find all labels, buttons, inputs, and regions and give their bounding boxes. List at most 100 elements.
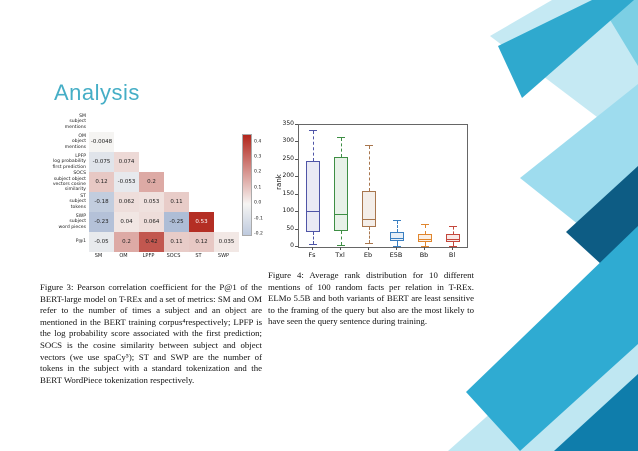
heatmap-cell: -0.05 <box>89 232 114 252</box>
figure4-caption: Figure 4: Average rank distribution for … <box>268 270 474 327</box>
heatmap-cell <box>139 112 164 132</box>
colorbar-tick-label: -0.2 <box>254 231 263 237</box>
boxplot-y-tick-mark <box>295 141 298 143</box>
heatmap-cell <box>164 172 189 192</box>
box-whisker-cap <box>365 242 373 244</box>
boxplot-y-tick-mark <box>295 176 298 178</box>
box-median-line <box>362 219 376 221</box>
box-whisker-cap <box>421 223 429 225</box>
boxplot-y-tick-label: 350 <box>282 120 294 127</box>
boxplot-y-tick-label: 200 <box>282 172 294 180</box>
heatmap-cell: 0.53 <box>189 212 214 232</box>
heatmap-cell <box>139 132 164 152</box>
colorbar-gradient <box>242 134 252 236</box>
box-median-line <box>306 211 320 213</box>
box-rect <box>390 231 404 241</box>
box-whisker-cap <box>393 245 401 247</box>
boxplot-x-tick-label: E5B <box>389 251 403 259</box>
heatmap-row-label: SOCS subject object vectors cosine simil… <box>52 171 86 193</box>
heatmap-cell: 0.2 <box>114 232 139 252</box>
heatmap-cell: 0.11 <box>164 192 189 212</box>
heatmap-row: ST subject tokens -0.18 0.062 0.053 0.11 <box>40 192 264 212</box>
heatmap-cell <box>89 112 114 132</box>
boxplot-x-tick-label: Bb <box>419 251 429 259</box>
heatmap-cell: 0.2 <box>139 172 164 192</box>
heatmap-cell: 0.035 <box>214 232 239 252</box>
heatmap-row-label: OM object mentions <box>64 133 86 150</box>
heatmap-x-tick-label: OM <box>119 253 128 259</box>
box-lower-whisker <box>452 242 454 246</box>
decoration-shape-3 <box>498 0 634 98</box>
heatmap-cell <box>114 132 139 152</box>
boxplot-x-tick-mark <box>452 247 453 250</box>
boxplot-chart: rank 0 50 100 150 200 250 300 350 Fs Txl Eb E5B Bb Bl <box>268 118 474 264</box>
box-median-line <box>446 239 460 241</box>
heatmap-cell: 0.053 <box>139 192 164 212</box>
heatmap-x-tick-label: SOCS <box>166 253 181 259</box>
box-upper-whisker <box>368 145 370 191</box>
decoration-shape-7 <box>466 226 638 451</box>
heatmap-cell <box>214 192 239 212</box>
heatmap-row: LPFP log probability first prediction -0.… <box>40 152 264 172</box>
heatmap-x-tick-label: ST <box>195 253 202 259</box>
box-upper-whisker <box>396 221 398 232</box>
boxplot-y-tick-label: 250 <box>282 154 294 162</box>
boxplot-x-tick-mark <box>312 247 313 250</box>
heatmap-row-label: SWP subject word pieces <box>58 213 86 230</box>
heatmap-cell <box>214 212 239 232</box>
heatmap-cell: 0.12 <box>189 232 214 252</box>
box-whisker-cap <box>393 220 401 222</box>
boxplot-y-tick-mark <box>295 124 298 125</box>
colorbar-tick-label: 0.2 <box>254 169 262 175</box>
heatmap-colorbar: 0.4 0.3 0.2 0.1 0.0 -0.1 -0.2 <box>242 134 263 237</box>
boxplot-y-tick-mark <box>295 246 298 247</box>
colorbar-tick-label: 0.1 <box>254 185 262 191</box>
heatmap-cell: 0.04 <box>114 212 139 232</box>
figure3: SM subject mentions OM object mentions -0.… <box>40 112 264 386</box>
heatmap-cell <box>164 152 189 172</box>
colorbar-tick-label: -0.1 <box>254 216 263 222</box>
heatmap-row: OM object mentions -0.0048 <box>40 132 264 152</box>
boxplot-x-tick-mark <box>340 247 341 250</box>
heatmap-row: P@1 -0.05 0.2 0.42 0.11 0.12 0.035 <box>40 232 264 252</box>
box-median-line <box>418 238 432 240</box>
heatmap-cell <box>139 152 164 172</box>
heatmap-row-label: SM subject mentions <box>64 113 86 130</box>
box-whisker-cap <box>365 144 373 146</box>
box-whisker-cap <box>421 245 429 247</box>
box-upper-whisker <box>312 130 314 161</box>
heatmap-row: SOCS subject object vectors cosine simil… <box>40 171 264 193</box>
box-whisker-cap <box>337 137 345 139</box>
heatmap-x-tick-label: LPFP <box>142 253 155 259</box>
decoration-shape-4 <box>520 84 638 272</box>
boxplot-y-tick-mark <box>295 228 298 230</box>
heatmap-cell <box>189 152 214 172</box>
heatmap-cell <box>214 112 239 132</box>
heatmap-cell: 0.11 <box>164 232 189 252</box>
heatmap-row-label: LPFP log probability first prediction <box>52 153 86 170</box>
heatmap-cell: 0.062 <box>114 192 139 212</box>
decoration-shape-8 <box>554 374 638 451</box>
heatmap-cell <box>114 112 139 132</box>
box-upper-whisker <box>340 138 342 158</box>
box-lower-whisker <box>424 242 426 246</box>
heatmap-cell <box>164 132 189 152</box>
heatmap-cell: -0.25 <box>164 212 189 232</box>
heatmap-row: SWP subject word pieces -0.23 0.04 0.064 -0.… <box>40 212 264 232</box>
boxplot-y-tick-mark <box>295 211 298 213</box>
boxplot-x-tick-mark <box>396 247 397 250</box>
box-lower-whisker <box>312 232 314 245</box>
decoration-shape-5 <box>566 166 638 298</box>
heatmap-cell <box>189 172 214 192</box>
heatmap-cell: 0.064 <box>139 212 164 232</box>
heatmap-cell: -0.18 <box>89 192 114 212</box>
heatmap-x-labels: SM OM LPFP SOCS ST SWP <box>86 252 264 260</box>
heatmap-cell: 0.42 <box>139 232 164 252</box>
heatmap-cell <box>214 152 239 172</box>
box-rect <box>418 233 432 243</box>
box-median-line <box>390 237 404 239</box>
box-whisker-cap <box>449 225 457 227</box>
decoration-shape-6 <box>448 282 638 451</box>
box-whisker-cap <box>309 244 317 246</box>
